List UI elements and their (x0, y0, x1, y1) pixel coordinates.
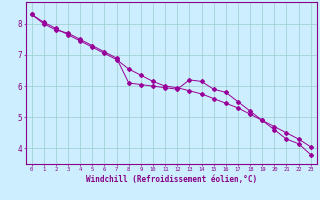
X-axis label: Windchill (Refroidissement éolien,°C): Windchill (Refroidissement éolien,°C) (86, 175, 257, 184)
